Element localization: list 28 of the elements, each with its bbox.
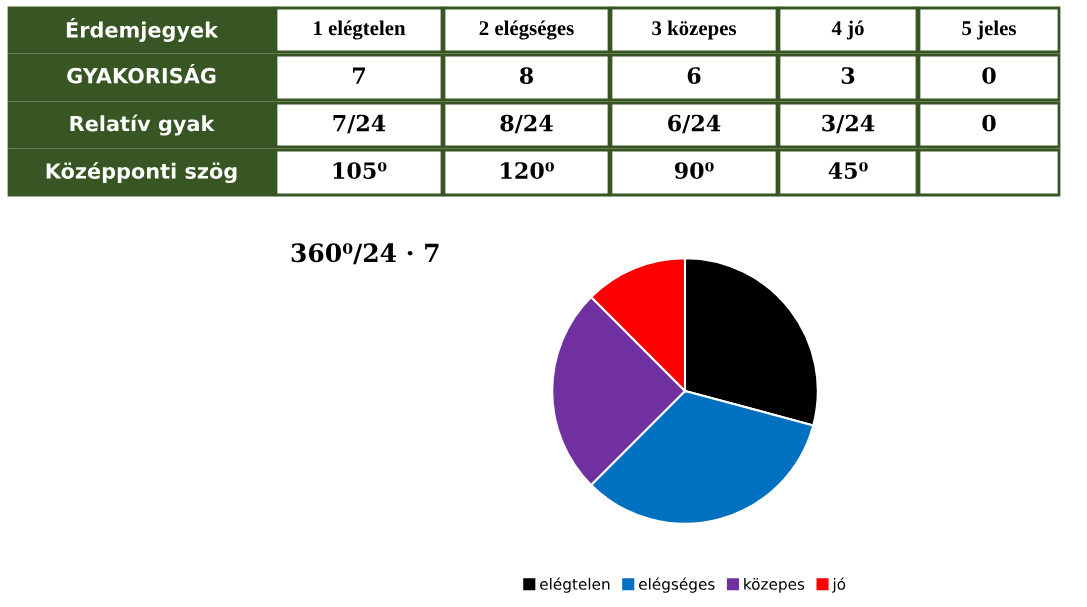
text: 3/24 [822, 114, 875, 134]
text: 7 [353, 67, 365, 84]
legend-label: közepes [744, 578, 805, 593]
text: 6/24 [668, 114, 721, 134]
text: 0 [982, 67, 996, 84]
text: Relatív gyak [70, 114, 215, 136]
text: 0 [982, 114, 996, 132]
text: 8/24 [500, 114, 553, 134]
text: Érdemjegyek [66, 18, 219, 42]
text: 3 [841, 67, 855, 84]
text: 45⁰ [828, 162, 868, 179]
text: 2 elégséges [479, 20, 574, 40]
text: 105⁰ [333, 162, 387, 179]
text: 8 [519, 67, 534, 84]
legend-label: elégtelen [540, 577, 610, 593]
text: 90⁰ [674, 162, 714, 179]
text: 7/24 [333, 114, 386, 134]
text: 120⁰ [501, 162, 554, 179]
text: Középponti szög [46, 161, 237, 184]
text: 360⁰/24 · 7 [291, 243, 439, 265]
text: 5 jeles [962, 20, 1016, 40]
legend-label: elégséges [639, 577, 715, 593]
text: 6 [687, 67, 701, 84]
legend-label: jó [832, 577, 846, 593]
text: 3 közepes [652, 20, 737, 40]
text: GYAKORISÁG [67, 63, 216, 84]
text: 4 jó [831, 20, 864, 40]
text: 1 elégtelen [314, 20, 406, 40]
